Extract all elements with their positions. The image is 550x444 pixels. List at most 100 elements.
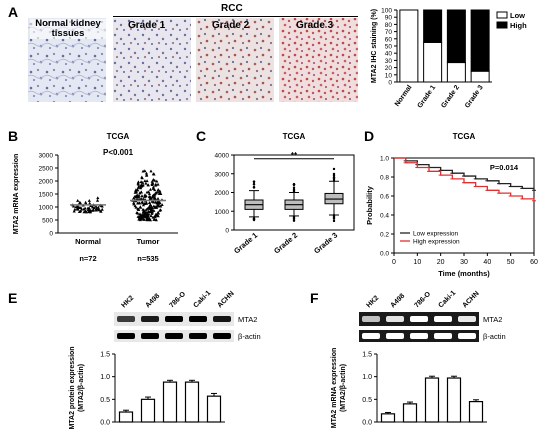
data-point [144,171,149,175]
x-tick-label: Grade 3 [312,231,339,256]
y-tick-label: 3000 [215,171,230,178]
data-point [139,197,143,200]
lane-label: 786-O [413,290,432,309]
data-point [160,203,164,207]
data-point [144,194,148,198]
outlier [332,214,336,218]
lane-label: 786-O [168,290,187,309]
data-point [84,200,88,204]
data-point [152,205,157,209]
blot-band [213,316,231,322]
data-point [149,209,153,213]
y-tick-label: 1500 [39,192,54,199]
y-tick-label: 2500 [39,166,54,173]
data-point [145,217,149,221]
x-tick-label: Grade 1 [417,84,438,109]
p-value-annotation: P<0.001 [103,148,134,157]
x-tick-label: 20 [437,259,445,266]
data-point [142,208,146,212]
data-point [153,183,158,187]
data-point [92,206,96,210]
data-point [96,207,101,210]
x-tick-label: 50 [507,259,515,266]
data-point [153,200,158,204]
blot-band [213,333,231,339]
data-point [132,201,136,205]
data-point [146,183,150,187]
data-point [153,215,157,219]
y-tick-label: 0.2 [380,232,389,239]
panel-letter-d: D [364,128,375,144]
blot-band [458,333,476,339]
chart-b-tcga-scatter: TCGA P<0.001 0 500 1000 1500 2000 2500 3000 MTA2 … [13,132,178,263]
data-point [158,208,163,212]
outlier [252,182,256,186]
data-point [140,213,144,217]
data-point [144,200,148,204]
y-axis-label: MTA2 mRNA expression [13,154,20,235]
x-tick-label: Tumor [137,237,160,246]
blot-band [165,333,183,339]
data-point [137,193,141,197]
outlier [332,172,336,176]
data-point [144,173,149,177]
outlier [332,177,336,181]
blot-label: MTA2 [238,315,257,324]
data-point [96,196,100,200]
outlier [332,219,336,223]
y-tick-label: 50 [385,44,393,51]
y-tick-label: 30 [385,58,393,65]
bar [118,411,134,423]
data-point [151,200,156,204]
panel-letter-b: B [8,128,19,144]
data-point [100,207,104,211]
data-point [152,217,156,221]
data-point [154,213,158,216]
data-point [96,205,100,209]
data-point [85,210,89,214]
y-tick-label: 1000 [39,205,54,212]
y-tick-label: 60 [385,36,393,43]
rcc-label: RCC [221,3,243,14]
data-point [88,201,92,205]
data-point [149,214,153,218]
y-tick-label: 0.0 [362,420,372,427]
outlier [332,175,336,179]
blot-band [362,333,380,339]
data-point [140,201,145,205]
data-point [97,208,101,212]
y-tick-label: 0.5 [362,397,372,404]
data-point [153,178,157,182]
lane-label: HK2 [365,294,380,309]
x-axis-label: Time (months) [438,269,490,278]
blot-band [458,316,476,322]
data-point [155,179,159,183]
lane-label: ACHN [461,290,480,309]
legend-label-high: High [510,21,527,30]
data-point [77,210,82,213]
data-point [147,216,152,220]
outlier [292,186,296,189]
data-point [139,190,143,194]
data-point [134,205,138,209]
chart-e-protein-expression: 0.0 0.5 1.0 1.5 MTA2 protein expression (MTA2… [69,346,225,430]
bar [446,377,462,423]
bar-low [399,9,419,83]
bar-high [423,9,443,43]
micro-label-grade-2: Grade 2 [212,20,250,31]
micro-label-grade-1: Grade 1 [128,20,166,31]
significance-annotation: ** [291,151,298,160]
y-axis-label: MTA2 protein expression [69,346,76,429]
data-point [150,183,154,186]
data-point [138,205,143,209]
outlier [292,190,296,193]
bar [468,400,484,423]
x-tick-label: Grade 1 [232,231,259,256]
y-tick-label: 0 [225,228,229,235]
data-point [133,190,137,194]
blot-band [117,316,135,322]
data-point [138,191,142,195]
x-tick-label: 10 [413,259,421,266]
bar-low [446,62,466,83]
